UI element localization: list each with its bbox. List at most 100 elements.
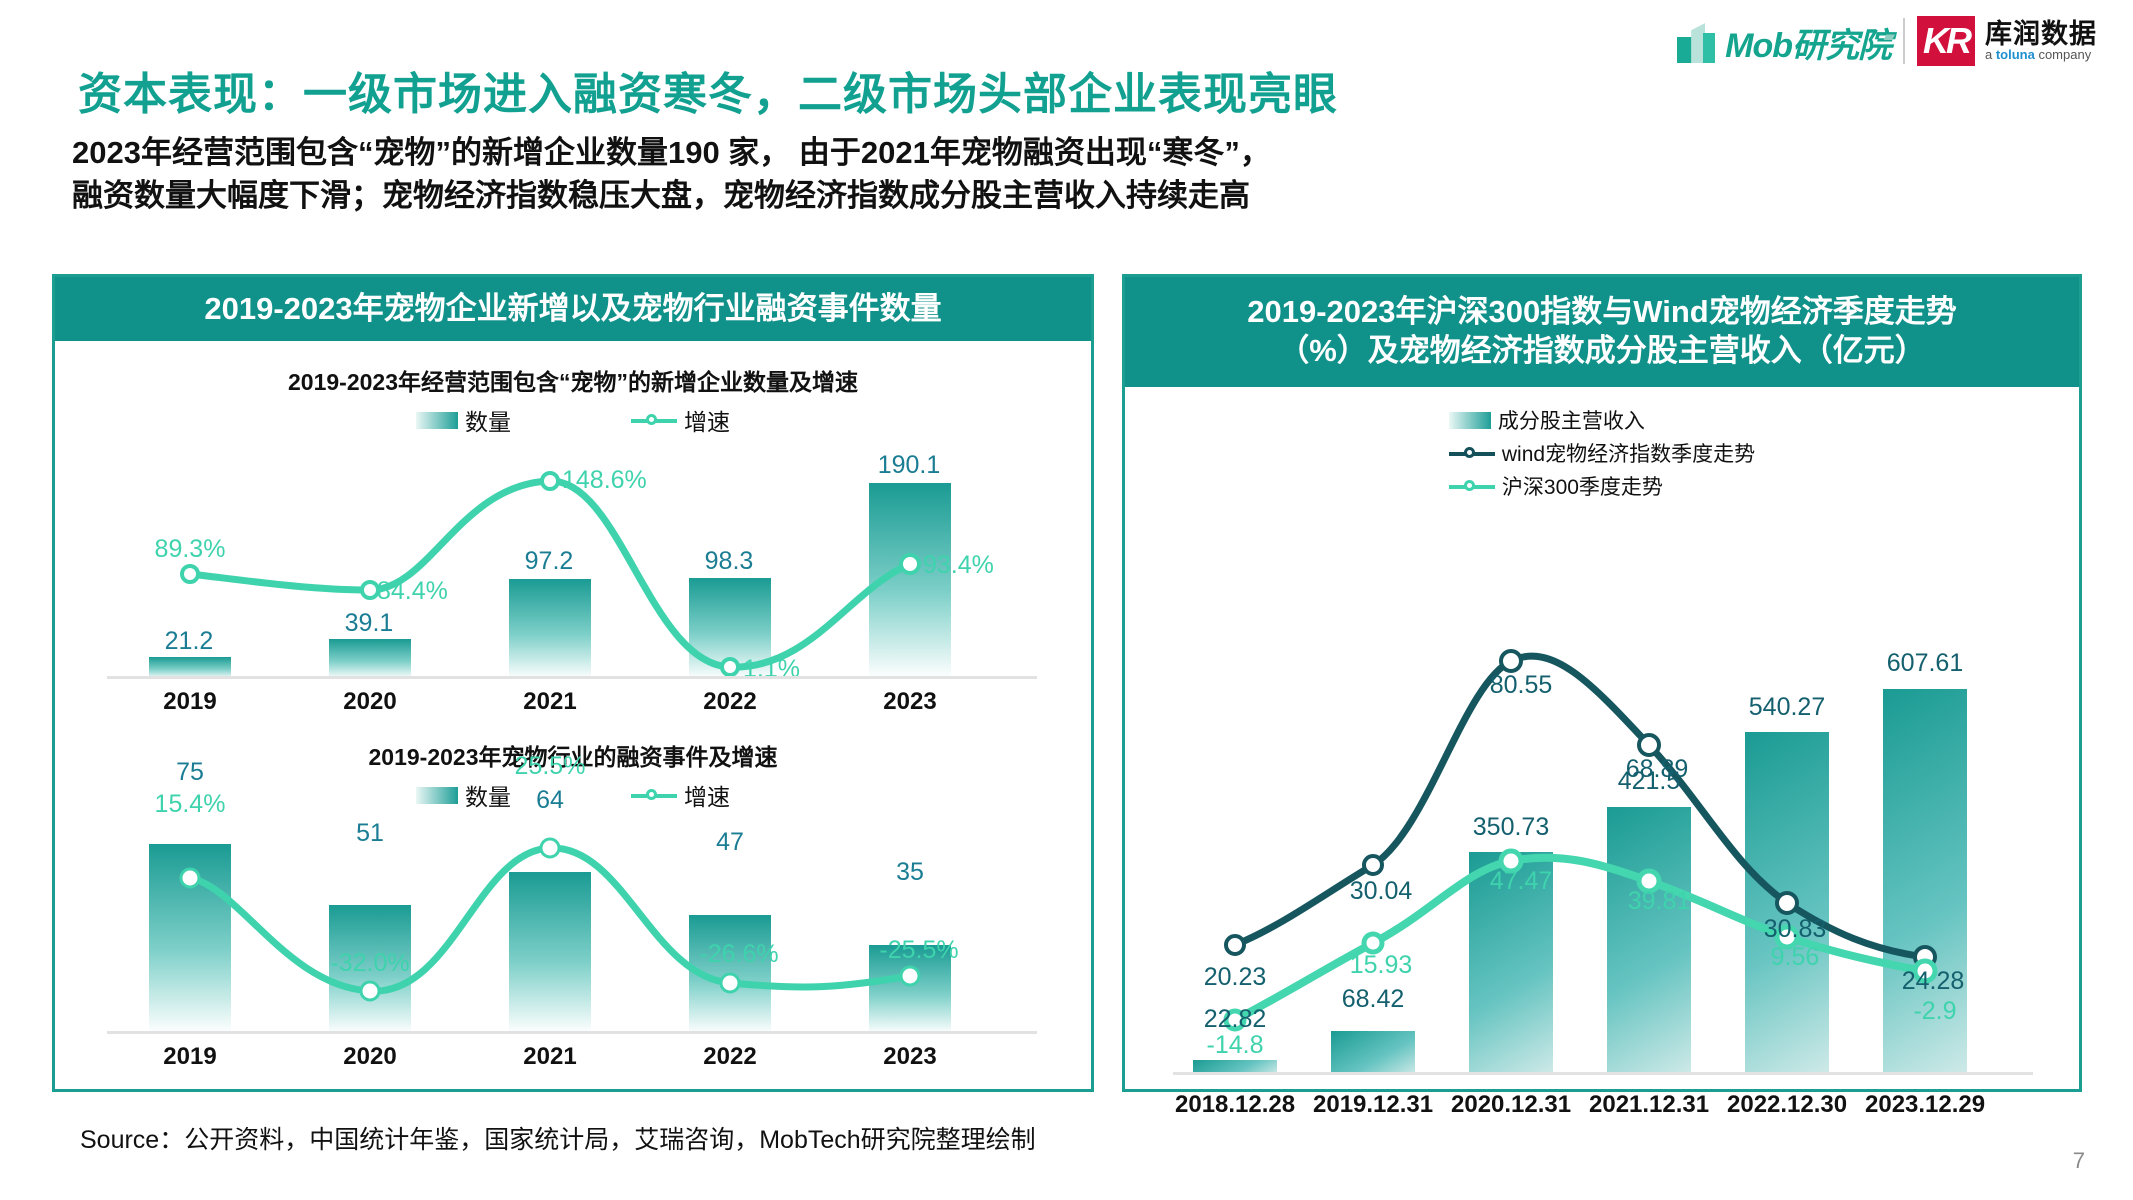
- dark-line-swatch-icon: [1448, 446, 1495, 460]
- chart2-xlabel-2020: 2020: [343, 1043, 397, 1070]
- chart3-legend: 成分股主营收入 wind宠物经济指数季度走势 沪深300季度走势: [1125, 405, 2079, 501]
- bar-2023: [1883, 689, 1967, 1075]
- chart3-hs300-2020: 47.47: [1489, 867, 1553, 895]
- chart3-hs300-2023: -2.9: [1913, 997, 1957, 1025]
- chart1-xlabel-2020: 2020: [343, 688, 397, 715]
- logo-divider: [1903, 18, 1905, 64]
- chart3-xlabel-2018: 2018.12.28: [1175, 1091, 1296, 1118]
- chart3-lines: [1223, 649, 1938, 1032]
- bar-2023: [869, 945, 951, 1034]
- legend-item-line: 增速: [631, 403, 730, 437]
- mob-mountain-icon: [1675, 19, 1719, 63]
- chart3-revenue-2023: 607.61: [1886, 649, 1964, 677]
- legend-item-bar: 数量: [416, 403, 511, 437]
- right-panel-header: 2019-2023年沪深300指数与Wind宠物经济季度走势 （%）及宠物经济指…: [1125, 277, 2079, 387]
- chart1-growth-2020: 84.4%: [377, 577, 448, 605]
- kr-monogram-icon: KR: [1917, 16, 1975, 66]
- bar-2018: [1193, 1060, 1277, 1075]
- bar-2020: [329, 905, 411, 1034]
- source-note: Source：公开资料，中国统计年鉴，国家统计局，艾瑞咨询，MobTech研究院…: [80, 1126, 1036, 1154]
- chart1-value-2022: 98.3: [704, 547, 754, 575]
- subtitle-line-2: 融资数量大幅度下滑；宠物经济指数稳压大盘，宠物经济指数成分股主营收入持续走高: [72, 177, 1250, 213]
- chart3-wind-2022: 30.83: [1763, 915, 1827, 943]
- chart2-xlabel-2022: 2022: [703, 1043, 757, 1070]
- chart3-wind-2021: 68.89: [1625, 755, 1689, 783]
- chart3-xlabel-2023: 2023.12.29: [1865, 1091, 1986, 1118]
- chart1-xlabel-2023: 2023: [883, 688, 937, 715]
- chart1-growth-2022: 1.1%: [743, 655, 800, 683]
- chart3-plot: 22.82 68.42 350.73 421.5 540.27 607.61 2…: [1173, 565, 2033, 1075]
- chart1-value-2019: 21.2: [164, 627, 214, 655]
- chart1-xlabel-2022: 2022: [703, 688, 757, 715]
- chart3-hs300-2022: 9.56: [1770, 943, 1820, 971]
- chart3-axis: [1173, 1072, 2033, 1075]
- mob-logo-text: Mob研究院: [1725, 27, 1892, 65]
- chart3-revenue-2022: 540.27: [1748, 693, 1826, 721]
- bar-swatch-icon: [416, 411, 458, 429]
- chart1-growth-line: [180, 471, 921, 677]
- chart3-wind-2019: 30.04: [1349, 877, 1413, 905]
- chart1-legend: 数量 增速: [55, 403, 1091, 437]
- chart3-revenue-2019: 68.42: [1341, 985, 1405, 1013]
- chart1-growth-2019: 89.3%: [154, 535, 226, 563]
- right-head-line-2: （%）及宠物经济指数成分股主营收入（亿元）: [1278, 333, 1926, 368]
- left-panel-body: 2019-2023年经营范围包含“宠物”的新增企业数量及增速 数量 增速: [55, 363, 1091, 1108]
- chart2-xlabel-2021: 2021: [523, 1043, 577, 1070]
- chart1-value-2020: 39.1: [344, 609, 394, 637]
- bar-2021: [1607, 807, 1691, 1075]
- chart2-growth-2021: 25.5%: [514, 752, 586, 780]
- chart1-xlabel-2021: 2021: [523, 688, 577, 715]
- chart3-xlabel-2020: 2020.12.31: [1451, 1091, 1572, 1118]
- chart2-title: 2019-2023年宠物行业的融资事件及增速: [368, 744, 778, 770]
- chart1-plot: 21.2 39.1 97.2 98.3 190.1 89.3% 84.4% 14…: [107, 449, 1037, 683]
- chart2-legend: 数量 增速: [55, 778, 1091, 812]
- chart2-xlabel-2023: 2023: [883, 1043, 937, 1070]
- right-panel-body: 成分股主营收入 wind宠物经济指数季度走势 沪深300季度走势: [1125, 405, 2079, 1118]
- chart2-growth-2019: 15.4%: [154, 790, 226, 818]
- right-head-line-1: 2019-2023年沪深300指数与Wind宠物经济季度走势: [1247, 294, 1957, 330]
- bar-2019: [1331, 1031, 1415, 1075]
- line-swatch-icon: [631, 788, 677, 802]
- bar-2019: [149, 657, 231, 679]
- page-subtitle: 2023年经营范围包含“宠物”的新增企业数量190 家， 由于2021年宠物融资…: [72, 132, 2062, 218]
- chart1-growth-2021: 148.6%: [562, 466, 647, 494]
- chart3-xlabel-2019: 2019.12.31: [1313, 1091, 1434, 1118]
- chart3-hs300-2018: -14.8: [1206, 1031, 1264, 1059]
- chart2-value-2020: 51: [356, 819, 384, 847]
- bar-swatch-icon: [1448, 411, 1491, 429]
- bar-2020: [329, 639, 411, 679]
- chart2-value-2023: 35: [896, 858, 924, 886]
- chart1-value-2021: 97.2: [524, 547, 574, 575]
- kurun-logo-cn: 库润数据: [1985, 19, 2097, 49]
- graduation-cap-icon: ▰: [1883, 28, 1895, 45]
- bar-2020: [1469, 852, 1553, 1075]
- chart1-growth-2023: 93.4%: [923, 551, 994, 579]
- chart3-wind-2023: 24.28: [1901, 967, 1965, 995]
- page-title: 资本表现：一级市场进入融资寒冬，二级市场头部企业表现亮眼: [78, 70, 1338, 119]
- chart2-value-2019: 75: [176, 758, 204, 786]
- chart2-xlabel-2019: 2019: [163, 1043, 217, 1070]
- chart3-revenue-2020: 350.73: [1472, 813, 1550, 841]
- legend-item-hs300: 沪深300季度走势: [1448, 471, 1663, 501]
- subtitle-line-1: 2023年经营范围包含“宠物”的新增企业数量190 家， 由于2021年宠物融资…: [72, 135, 1271, 170]
- chart3-xlabel-2022: 2022.12.30: [1727, 1091, 1848, 1118]
- chart2-growth-2020: -32.0%: [330, 949, 410, 977]
- chart3-wind-2020: 80.55: [1489, 671, 1553, 699]
- bar-2021: [509, 579, 591, 679]
- chart2-growth-2023: -25.5%: [879, 936, 959, 964]
- chart2-growth-line: [179, 837, 921, 1002]
- legend-item-bar: 数量: [416, 778, 511, 812]
- legend-item-revenue: 成分股主营收入: [1448, 405, 1645, 435]
- chart1-xlabel-2019: 2019: [163, 688, 217, 715]
- bar-2021: [509, 872, 591, 1034]
- kurun-logo-en: a toluna company: [1985, 47, 2092, 63]
- chart3-hs300-2021: 39.81: [1627, 887, 1691, 915]
- line-swatch-icon: [631, 413, 677, 427]
- left-panel-header: 2019-2023年宠物企业新增以及宠物行业融资事件数量: [55, 277, 1091, 341]
- legend-item-line: 增速: [631, 778, 730, 812]
- mob-logo: Mob研究院 ▰: [1675, 19, 1895, 65]
- chart2-growth-2022: -26.6%: [699, 940, 779, 968]
- chart2-axis: [107, 1031, 1037, 1034]
- kurun-logo: KR 库润数据 a toluna company: [1917, 16, 2097, 66]
